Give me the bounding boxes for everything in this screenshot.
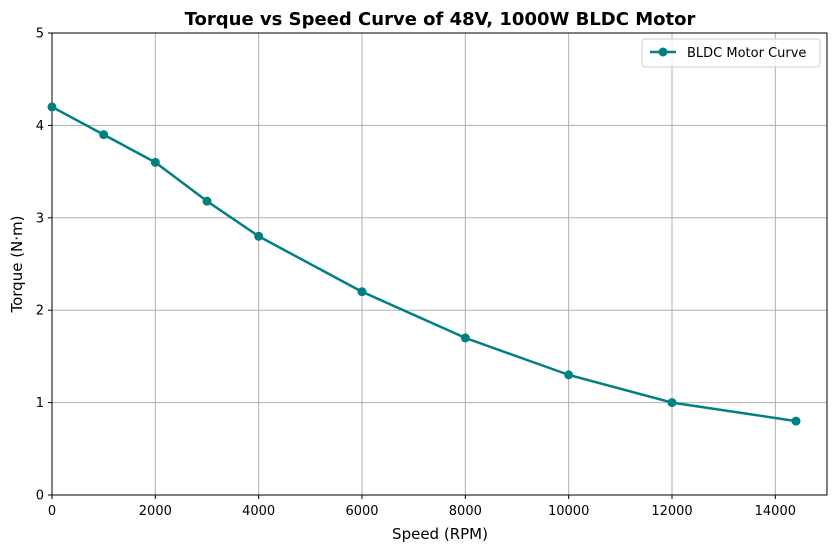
x-tick-label: 12000	[651, 504, 692, 519]
y-tick-label: 2	[36, 304, 44, 319]
y-axis-label: Torque (N·m)	[8, 215, 26, 313]
x-tick-label: 10000	[548, 504, 589, 519]
data-point	[202, 196, 212, 206]
x-tick-label: 0	[48, 504, 56, 519]
plot-frame	[51, 32, 828, 496]
legend: BLDC Motor Curve	[641, 38, 821, 68]
legend-marker-icon	[658, 47, 668, 57]
legend-box	[641, 38, 821, 68]
x-tick-label: 4000	[242, 504, 275, 519]
x-axis-label: Speed (RPM)	[392, 525, 488, 543]
legend-entry-label: BLDC Motor Curve	[687, 46, 806, 61]
axis-ticks: 0 2000 4000 6000 8000 10000 12000 14000 0 1 2 3 4 5	[36, 27, 796, 520]
x-tick-label: 2000	[139, 504, 172, 519]
data-point	[99, 130, 109, 140]
x-tick-label: 6000	[345, 504, 378, 519]
chart-title: Torque vs Speed Curve of 48V, 1000W BLDC…	[185, 9, 696, 30]
y-tick-label: 0	[36, 489, 44, 504]
series-layer	[47, 102, 801, 426]
grid	[51, 32, 827, 496]
data-point	[254, 231, 264, 241]
data-point	[47, 102, 57, 112]
x-tick-label: 14000	[755, 504, 796, 519]
y-tick-label: 3	[36, 211, 44, 226]
x-tick-label: 8000	[449, 504, 482, 519]
y-tick-label: 5	[36, 27, 44, 42]
data-point	[150, 157, 160, 167]
y-tick-label: 4	[36, 119, 44, 134]
series-line	[51, 105, 797, 423]
y-tick-label: 1	[36, 396, 44, 411]
data-point	[791, 416, 801, 426]
data-point	[357, 287, 367, 297]
data-point	[564, 370, 574, 380]
data-point	[667, 398, 677, 408]
data-point	[460, 333, 470, 343]
